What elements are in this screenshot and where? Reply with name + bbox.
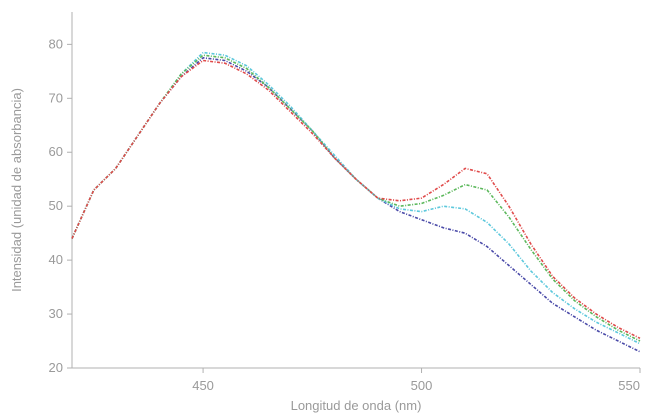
series-line-2 (71, 51, 641, 345)
y-tick-label: 60 (49, 144, 63, 159)
y-axis-title: Intensidad (unidad de absorbancia) (9, 88, 24, 292)
y-tick-label: 80 (49, 36, 63, 51)
y-tick-label: 20 (49, 360, 63, 375)
x-axis-ticks: 450 500 550 (192, 368, 641, 393)
y-tick-label: 70 (49, 90, 63, 105)
x-tick-label: 450 (192, 378, 214, 393)
y-axis-ticks: 20 30 40 50 60 70 80 (49, 36, 72, 375)
y-tick-label: 30 (49, 306, 63, 321)
series-lines (71, 51, 641, 353)
series-line-3 (71, 54, 641, 342)
x-axis-title: Longitud de onda (nm) (291, 398, 422, 413)
series-line-4 (71, 59, 641, 340)
y-tick-label: 50 (49, 198, 63, 213)
x-tick-label: 550 (618, 378, 640, 393)
x-tick-label: 500 (411, 378, 433, 393)
y-tick-label: 40 (49, 252, 63, 267)
series-line-1 (71, 57, 641, 353)
